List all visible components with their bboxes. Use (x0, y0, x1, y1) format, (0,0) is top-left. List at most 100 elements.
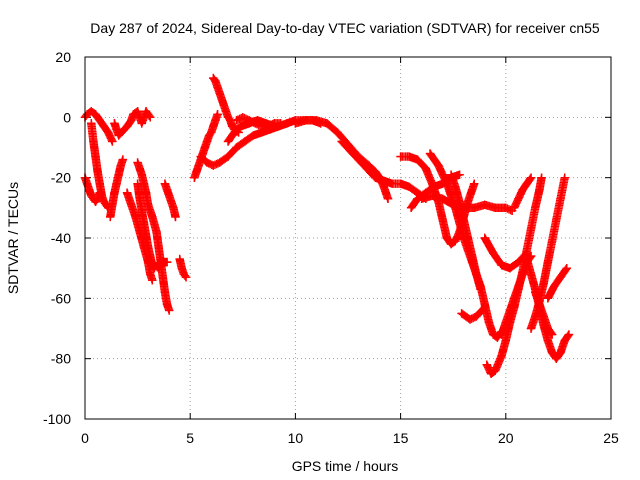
x-tick-label: 0 (81, 430, 89, 446)
data-point (470, 179, 479, 188)
data-point (505, 263, 515, 273)
data-point (406, 203, 416, 213)
marker-trail (291, 116, 393, 203)
data-point (253, 116, 262, 125)
data-point (535, 300, 544, 309)
y-tick-label: -80 (51, 351, 71, 367)
data-point (232, 116, 241, 125)
data-point (146, 270, 155, 279)
x-tick-labels: 0 5 10 15 20 25 (81, 430, 619, 446)
data-point (482, 360, 492, 369)
data-point (539, 312, 548, 321)
data-point (209, 161, 218, 170)
y-tick-label: -60 (51, 290, 71, 306)
data-point (379, 176, 388, 185)
data-point (421, 164, 431, 173)
data-point (85, 185, 94, 194)
data-point (122, 122, 132, 131)
data-point (127, 116, 136, 125)
data-point (301, 116, 311, 125)
data-point (146, 113, 155, 122)
data-point (127, 200, 136, 210)
data-point (141, 230, 151, 240)
series-trace-x (457, 303, 489, 324)
data-point (139, 179, 149, 188)
data-point (480, 303, 489, 312)
data-point (150, 260, 159, 270)
y-tick-label: 20 (55, 49, 71, 65)
data-point (211, 116, 220, 125)
series-trace-af (543, 263, 572, 303)
data-point (430, 155, 439, 164)
chart-title: Day 287 of 2024, Sidereal Day-to-day VTE… (90, 20, 600, 36)
data-point (110, 119, 119, 128)
data-point (108, 200, 117, 210)
data-point (141, 188, 151, 197)
data-point (91, 152, 100, 161)
y-tick-label: -20 (51, 170, 71, 186)
data-point (160, 288, 170, 297)
data-point (480, 200, 489, 210)
y-tick-labels: -100 -80 -60 -40 -20 0 20 (43, 49, 71, 427)
data-point (387, 179, 397, 188)
data-point (484, 318, 494, 327)
data-point (438, 194, 447, 203)
data-point (146, 251, 155, 261)
data-point (537, 173, 546, 182)
data-point (139, 218, 149, 228)
data-point (493, 333, 502, 342)
data-point (93, 194, 102, 203)
data-point (451, 182, 460, 191)
data-point (488, 248, 498, 258)
data-point (531, 288, 540, 297)
data-point (213, 82, 222, 92)
data-point (549, 282, 559, 291)
data-point (162, 185, 172, 194)
data-point (122, 188, 132, 197)
data-point (526, 270, 536, 279)
data-point (526, 224, 536, 234)
plot-frame (84, 56, 612, 420)
data-point (211, 76, 220, 86)
data-point (91, 110, 100, 119)
data-point (362, 164, 372, 173)
data-point (137, 206, 147, 216)
data-point (371, 173, 380, 182)
data-point (455, 197, 464, 206)
data-point (217, 95, 226, 104)
data-point (510, 294, 519, 303)
data-point (219, 101, 229, 110)
series-trace-a (80, 107, 117, 146)
data-point (383, 194, 393, 203)
data-point (547, 236, 557, 246)
data-point (476, 285, 485, 294)
data-point (148, 212, 157, 222)
data-point (413, 155, 422, 164)
data-point (446, 170, 456, 179)
series-trace-ae (531, 288, 557, 339)
data-point (451, 236, 460, 246)
data-layer (80, 73, 574, 378)
data-point (196, 152, 205, 161)
data-point (164, 306, 174, 315)
data-point (497, 260, 506, 270)
data-point (535, 185, 544, 194)
data-point (154, 242, 163, 252)
marker-trail (190, 110, 222, 182)
data-point (413, 194, 422, 203)
data-point (531, 203, 540, 213)
series-trace-ab (510, 173, 536, 213)
data-point (488, 330, 498, 339)
data-point (192, 167, 201, 176)
data-point (434, 161, 443, 170)
data-point (556, 273, 565, 282)
data-point (164, 191, 174, 200)
data-point (162, 257, 172, 267)
data-point (291, 119, 300, 128)
x-tick-label: 20 (498, 430, 514, 446)
y-tick-label: -40 (51, 230, 71, 246)
data-point (497, 351, 506, 360)
data-point (501, 318, 510, 327)
series-trace-r (337, 137, 431, 203)
data-point (270, 122, 279, 131)
